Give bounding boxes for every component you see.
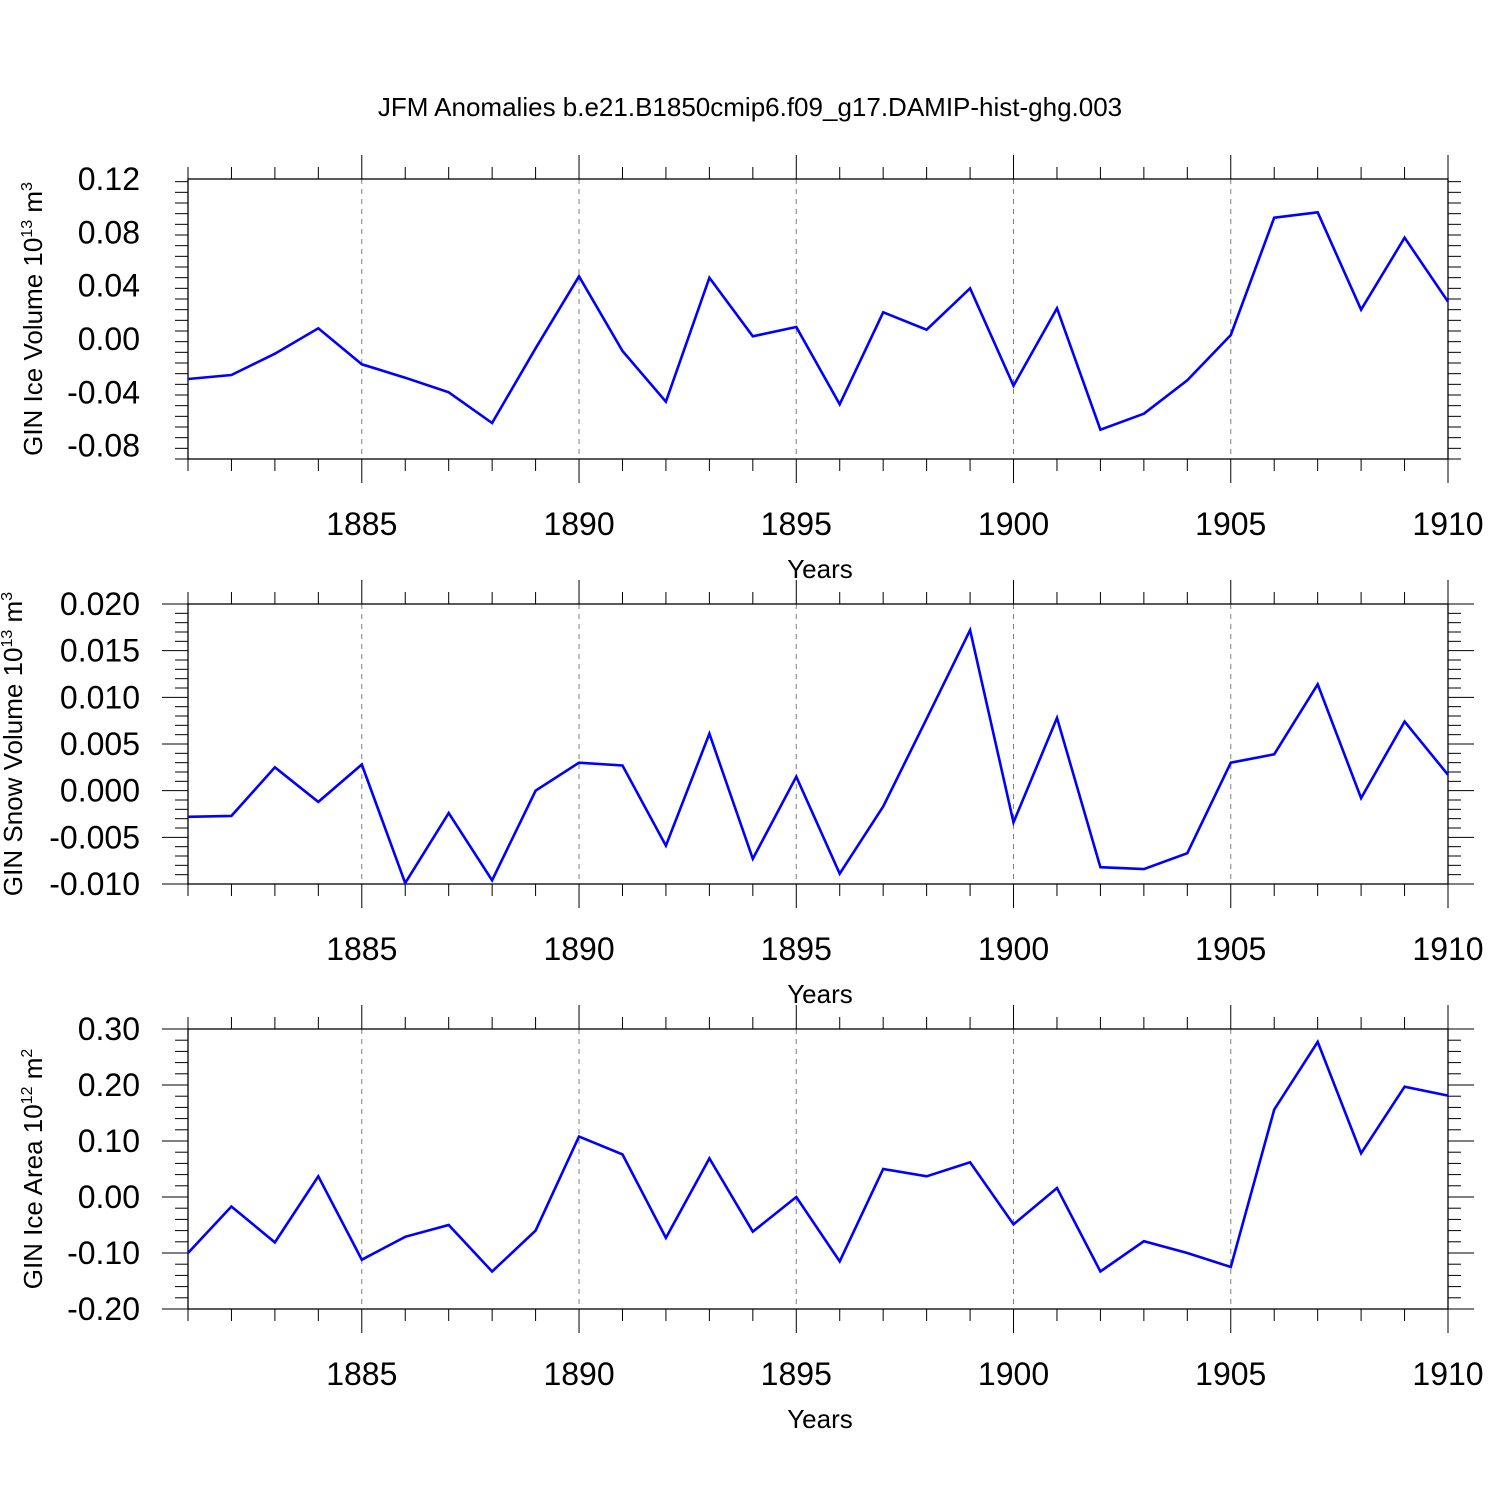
y-axis-label-unit: m	[0, 601, 28, 630]
x-tick-label: 1900	[978, 931, 1049, 967]
y-axis-label-unit-exp: 2	[19, 1049, 36, 1058]
x-tick-label: 1885	[326, 1356, 397, 1392]
y-axis-label-unit-exp: 3	[0, 592, 16, 601]
panel-3: 1885 1890 1895 1900 1905 1910 0.30 0.20 0.10 0.00…	[18, 1005, 1484, 1434]
y-axis-label-unit-exp: 3	[19, 182, 36, 191]
y-axis-label-text: GIN Ice Volume 10	[18, 238, 48, 456]
x-axis-label: Years	[787, 554, 853, 584]
x-tick-label: 1910	[1412, 1356, 1483, 1392]
panel-2: 1885 1890 1895 1900 1905 1910 0.020 0.015 0.010 0…	[0, 580, 1484, 1009]
x-tick-label: 1890	[543, 1356, 614, 1392]
y-axis-label-text: GIN Ice Area 10	[18, 1104, 48, 1289]
x-tick-label: 1895	[761, 506, 832, 542]
x-tick-label: 1900	[978, 1356, 1049, 1392]
x-axis-label: Years	[787, 979, 853, 1009]
x-tick-label: 1910	[1412, 506, 1483, 542]
y-tick-label: 0.000	[60, 773, 140, 809]
chart-title: JFM Anomalies b.e21.B1850cmip6.f09_g17.D…	[378, 92, 1122, 122]
y-tick-label: -0.010	[49, 866, 140, 902]
y-tick-label: 0.010	[60, 679, 140, 715]
panel-1: 1885 1890 1895 1900 1905 1910 0.12 0.08 0.04 0.00…	[18, 155, 1484, 584]
x-tick-label: 1905	[1195, 931, 1266, 967]
y-tick-label: 0.020	[60, 586, 140, 622]
x-tick-label: 1905	[1195, 1356, 1266, 1392]
series-line	[187, 626, 1450, 887]
y-axis-label-text: GIN Snow Volume 10	[0, 648, 28, 897]
plot-frame	[187, 603, 1449, 885]
y-tick-label: -0.04	[67, 374, 140, 410]
x-tick-label: 1905	[1195, 506, 1266, 542]
y-tick-label: -0.10	[67, 1235, 140, 1271]
y-axis-label-exp: 13	[19, 220, 36, 238]
y-tick-label: 0.00	[78, 321, 140, 357]
x-tick-label: 1890	[543, 506, 614, 542]
x-axis-label: Years	[787, 1404, 853, 1434]
x-tick-label: 1885	[326, 506, 397, 542]
y-axis-label-unit: m	[18, 191, 48, 220]
y-tick-label: 0.015	[60, 633, 140, 669]
x-tick-label: 1910	[1412, 931, 1483, 967]
y-axis-label-unit: m	[18, 1058, 48, 1087]
y-tick-label: 0.20	[78, 1067, 140, 1103]
y-axis-label: GIN Snow Volume 1013 m3	[0, 592, 28, 896]
y-tick-label: 0.10	[78, 1123, 140, 1159]
y-tick-label: 0.04	[78, 268, 140, 304]
plot-frame	[187, 178, 1449, 460]
y-axis-label: GIN Ice Area 1012 m2	[18, 1049, 48, 1290]
y-tick-label: 0.08	[78, 214, 140, 250]
y-tick-label: -0.20	[67, 1291, 140, 1327]
x-tick-label: 1890	[543, 931, 614, 967]
x-tick-label: 1895	[761, 1356, 832, 1392]
y-tick-label: 0.30	[78, 1011, 140, 1047]
y-axis-label-exp: 13	[0, 630, 16, 648]
y-axis-label-exp: 12	[19, 1086, 36, 1104]
x-tick-label: 1885	[326, 931, 397, 967]
y-tick-label: -0.08	[67, 428, 140, 464]
x-tick-label: 1895	[761, 931, 832, 967]
y-tick-label: 0.005	[60, 726, 140, 762]
plot-frame	[187, 1028, 1449, 1310]
y-tick-label: -0.005	[49, 819, 140, 855]
series-line	[187, 210, 1450, 432]
y-axis-label: GIN Ice Volume 1013 m3	[18, 182, 48, 456]
x-tick-label: 1900	[978, 506, 1049, 542]
y-tick-label: 0.00	[78, 1179, 140, 1215]
series-line	[187, 1039, 1449, 1274]
y-tick-label: 0.12	[78, 161, 140, 197]
